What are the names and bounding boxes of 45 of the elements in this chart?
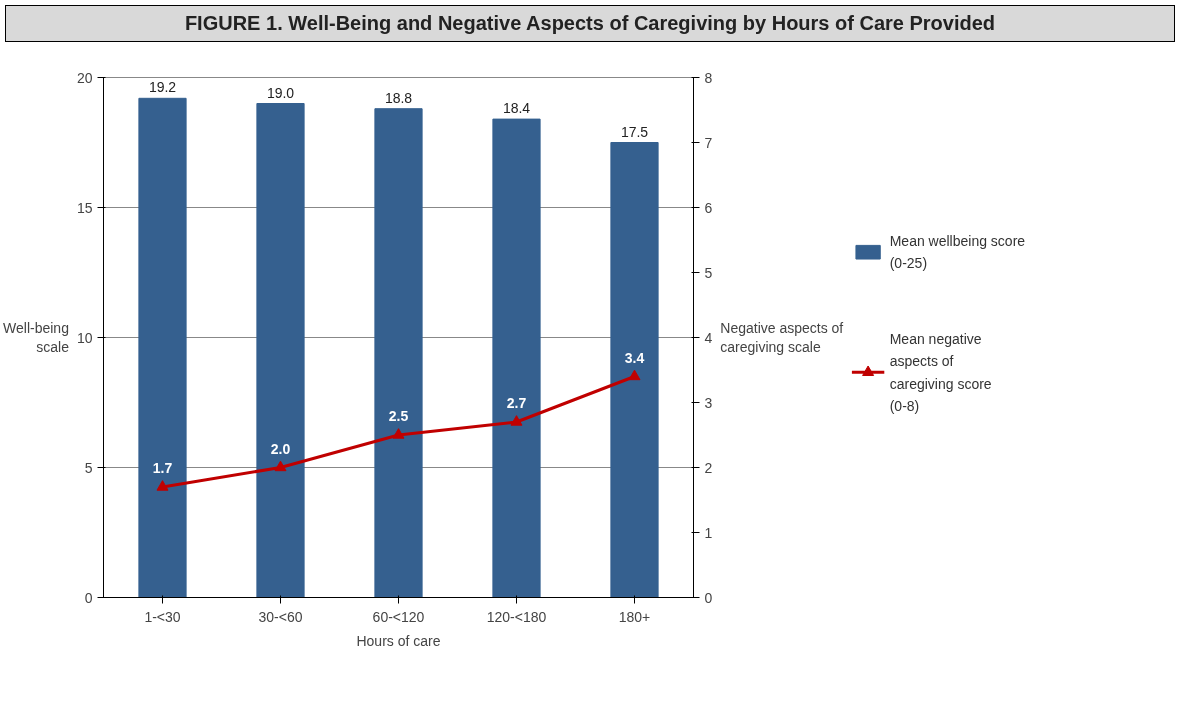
- bar: [138, 97, 187, 598]
- chart-title: FIGURE 1. Well-Being and Negative Aspects of Caregiving by Hours of Care Provided: [184, 11, 996, 36]
- data-label: 3.4: [624, 349, 645, 366]
- x-tick-label: 1-<30: [144, 608, 181, 625]
- y-tick-label: 20: [76, 69, 93, 86]
- y-tick-label: 10: [76, 329, 93, 346]
- y2-tick-label: 8: [704, 69, 713, 86]
- bar: [610, 141, 659, 598]
- x-tick-label: 120-<180: [486, 608, 547, 625]
- data-label: 19.0: [266, 84, 295, 101]
- data-label: 1.7: [152, 459, 173, 476]
- point: [274, 460, 287, 471]
- y2-tick-label: 4: [704, 329, 713, 346]
- y-tick-label: 0: [84, 589, 93, 606]
- data-label: 18.8: [384, 89, 413, 106]
- point: [156, 479, 169, 491]
- x-tick-label: 60-<120: [372, 608, 425, 625]
- data-label: 2.0: [270, 440, 291, 457]
- y-tick-label: 15: [76, 199, 93, 216]
- bar: [492, 118, 541, 598]
- data-label: 2.7: [506, 394, 527, 411]
- y2-tick-label: 5: [704, 264, 713, 281]
- y2-tick-label: 3: [704, 394, 713, 411]
- y2-axis-title: Negative aspects of caregiving scale: [720, 319, 844, 355]
- x-tick-label: 30-<60: [258, 608, 303, 625]
- bar: [256, 102, 305, 598]
- data-label: 2.5: [388, 407, 409, 424]
- y2-tick-label: 1: [704, 524, 713, 541]
- y2-tick-label: 2: [704, 459, 713, 476]
- y2-tick-label: 0: [704, 589, 713, 606]
- legend-label: Mean wellbeing score (0-25): [889, 232, 1026, 271]
- x-tick-label: 180+: [618, 608, 651, 625]
- data-label: 19.2: [148, 78, 177, 95]
- point: [510, 414, 523, 426]
- y2-tick-label: 7: [704, 134, 713, 151]
- data-label: 18.4: [502, 99, 531, 116]
- y2-tick-label: 6: [704, 199, 713, 216]
- legend-label: Mean negative aspects of caregiving score (0-8): [889, 330, 992, 414]
- y-tick-label: 5: [84, 459, 93, 476]
- bar: [374, 107, 423, 598]
- point: [628, 369, 641, 380]
- x-axis-title: Hours of care: [356, 632, 441, 649]
- data-label: 17.5: [620, 123, 649, 140]
- y-axis-title: Well-being scale: [3, 319, 70, 355]
- point: [392, 427, 405, 439]
